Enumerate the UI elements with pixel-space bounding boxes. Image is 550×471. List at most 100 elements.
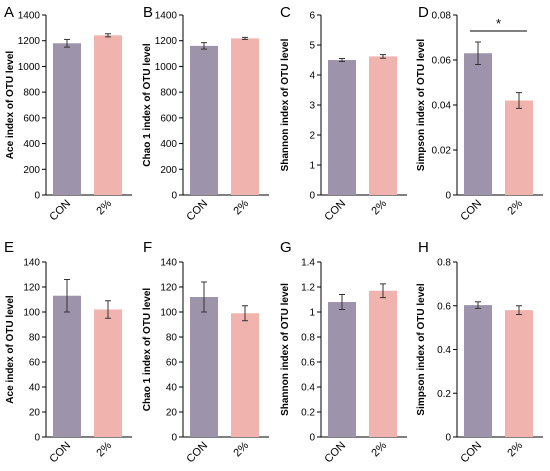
bar [505,310,533,437]
x-tick-label: CON [184,440,210,466]
y-tick-label: 0 [445,433,451,444]
y-tick-label: 80 [166,333,178,344]
y-tick-label: 600 [23,113,40,124]
bar [369,56,397,196]
x-tick-label: 2% [505,439,525,459]
y-tick-label: 1000 [18,62,41,73]
y-tick-label: 140 [23,258,40,269]
y-tick-label: 0 [309,433,315,444]
y-tick-label: 0.2 [437,389,451,400]
y-tick-label: 80 [29,333,41,344]
y-axis-label: Shannon index of OTU level [280,38,291,171]
x-tick-label: 2% [94,197,114,217]
y-tick-label: 40 [29,383,41,394]
y-tick-label: 200 [160,165,177,176]
x-tick-label: 2% [94,439,114,459]
y-axis-label: Ace index of OTU level [5,51,16,160]
x-tick-label: 2% [369,439,389,459]
y-tick-label: 1200 [155,36,178,47]
y-tick-label: 120 [160,283,177,294]
y-tick-label: 0.4 [301,383,315,394]
panel-letter: G [280,239,292,256]
y-tick-label: 100 [23,308,40,319]
y-tick-label: 1 [309,161,315,172]
y-tick-label: 0.6 [437,301,451,312]
bar [505,100,533,195]
x-tick-label: CON [322,440,348,466]
panel-letter: D [418,4,429,21]
y-tick-label: 2 [309,131,315,142]
y-tick-label: 120 [23,283,40,294]
y-tick-label: 0 [34,191,40,202]
panel-letter: C [280,4,291,21]
y-tick-label: 0 [309,191,315,202]
bar [328,60,356,195]
y-tick-label: 0 [34,433,40,444]
y-tick-label: 60 [166,358,178,369]
x-tick-label: 2% [231,439,251,459]
panel-letter: H [418,239,429,256]
y-tick-label: 0.4 [437,345,451,356]
y-tick-label: 0.04 [432,101,452,112]
x-tick-label: CON [184,198,210,224]
y-tick-label: 1400 [155,11,178,22]
y-tick-label: 20 [166,408,178,419]
y-tick-label: 140 [160,258,177,269]
y-tick-label: 60 [29,358,41,369]
y-tick-label: 1400 [18,11,41,22]
y-tick-label: 0 [445,191,451,202]
y-tick-label: 200 [23,165,40,176]
y-tick-label: 40 [166,383,178,394]
y-tick-label: 0 [171,433,177,444]
y-tick-label: 5 [309,41,315,52]
panel-letter: E [4,239,14,256]
bar [53,43,81,196]
y-tick-label: 4 [309,71,315,82]
bar [94,35,122,195]
y-axis-label: Simpson index of OTU level [416,39,427,171]
bar [190,297,218,437]
y-tick-label: 100 [160,308,177,319]
significance-marker: * [496,16,501,31]
y-tick-label: 1 [309,308,315,319]
y-axis-label: Chao 1 index of OTU level [142,288,153,412]
bar [190,45,218,195]
y-tick-label: 0 [171,191,177,202]
y-tick-label: 1.2 [301,283,315,294]
x-tick-label: CON [322,198,348,224]
y-tick-label: 0.8 [437,258,451,269]
x-tick-label: CON [458,440,484,466]
y-tick-label: 800 [160,88,177,99]
y-tick-label: 600 [160,113,177,124]
y-axis-label: Shannon index of OTU level [280,283,291,416]
y-axis-label: Ace index of OTU level [5,295,16,404]
panel-letter: B [143,4,153,21]
y-tick-label: 20 [29,408,41,419]
y-tick-label: 6 [309,11,315,22]
bar [464,305,492,437]
x-tick-label: 2% [505,197,525,217]
bar [231,38,259,196]
y-tick-label: 0.06 [432,56,452,67]
y-axis-label: Chao 1 index of OTU level [142,43,153,167]
y-tick-label: 400 [160,139,177,150]
bar [231,313,259,437]
bar [53,295,81,437]
y-tick-label: 800 [23,88,40,99]
x-tick-label: CON [458,198,484,224]
bar [464,53,492,195]
bar [94,309,122,437]
y-tick-label: 1.4 [301,258,315,269]
y-tick-label: 0.6 [301,358,315,369]
y-tick-label: 0.8 [301,333,315,344]
x-tick-label: CON [47,440,73,466]
y-tick-label: 400 [23,139,40,150]
y-tick-label: 0.02 [432,146,452,157]
panel-letter: F [143,239,152,256]
y-tick-label: 0.2 [301,408,315,419]
y-tick-label: 3 [309,101,315,112]
x-tick-label: CON [47,198,73,224]
y-tick-label: 1200 [18,36,41,47]
panel-letter: A [4,4,14,21]
y-tick-label: 0.08 [432,11,452,22]
